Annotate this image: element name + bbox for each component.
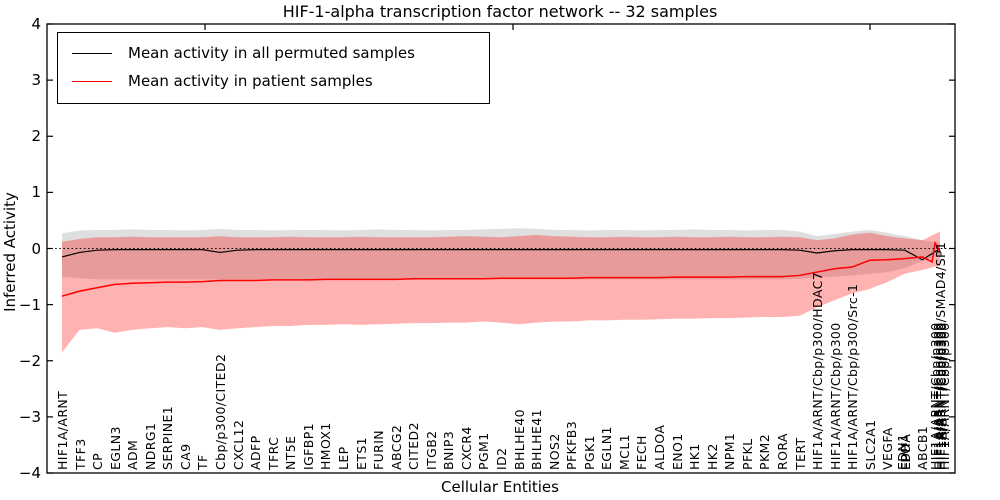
x-tick-label: FURIN — [371, 429, 387, 470]
x-tick-label: PGM1 — [476, 432, 492, 470]
y-tick-label: 0 — [31, 239, 41, 258]
x-tick-label: ID2 — [494, 447, 509, 470]
y-tick-label: 3 — [31, 71, 41, 90]
x-tick-label: Cbp/p300/CITED2 — [213, 353, 229, 470]
y-tick-label: −2 — [18, 351, 41, 370]
x-tick-label: VEGFA — [880, 427, 896, 470]
x-tick-label: NPM1 — [722, 432, 738, 470]
x-tick-label: HK2 — [704, 443, 720, 470]
x-tick-label: MCL1 — [616, 433, 632, 470]
x-tick-label: HK1 — [687, 443, 703, 470]
x-tick-label: CA9 — [177, 443, 193, 470]
y-tick-label: 1 — [31, 183, 41, 202]
x-tick-label: NOS2 — [546, 433, 562, 470]
x-tick-label: ADFP — [248, 435, 264, 470]
x-tick-label: ADM — [125, 439, 141, 470]
x-tick-label: HIF1A/ARNT/Cbp/p300/HDAC7 — [810, 271, 826, 470]
x-tick-label: HIF1A/ARNT/Cbp/p300 — [827, 322, 843, 470]
legend-label: Mean activity in all permuted samples — [128, 44, 415, 62]
x-tick-label: NT5E — [283, 435, 299, 470]
x-tick-label: CXCR4 — [458, 426, 474, 470]
x-tick-label: FECH — [634, 435, 650, 470]
x-tick-label: CXCL12 — [230, 419, 246, 470]
x-tick-label: SERPINE1 — [160, 405, 176, 470]
x-tick-label: NDRG1 — [142, 422, 158, 470]
permuted-band — [62, 228, 940, 280]
x-tick-label: PFKFB3 — [564, 420, 580, 470]
x-tick-label: HIF1A/ARNT/Cbp/p300 — [936, 322, 952, 470]
x-tick-label: EGLN1 — [599, 426, 615, 470]
legend-item-patient: Mean activity in patient samples — [58, 67, 489, 95]
x-tick-label: PGK1 — [581, 435, 597, 470]
x-tick-label: TFRC — [265, 436, 281, 470]
x-tick-label: ABCG2 — [388, 424, 404, 470]
x-tick-label: TF — [195, 454, 211, 470]
y-tick-label: −4 — [18, 464, 41, 482]
x-tick-label: ITGB2 — [423, 430, 439, 470]
chart-title: HIF-1-alpha transcription factor network… — [282, 2, 718, 21]
y-axis-label: Inferred Activity — [1, 192, 19, 312]
patient-mean-line — [61, 240, 941, 297]
y-tick-label: −1 — [18, 295, 41, 314]
x-tick-label: HIF1A/ARNT/Cbp/p300/Src-1 — [845, 283, 861, 470]
patient-band — [62, 231, 940, 353]
x-tick-label: CP — [90, 452, 106, 470]
x-tick-label: LDHA — [898, 433, 914, 470]
permuted-line-sample — [72, 52, 112, 54]
x-tick-label: IGFBP1 — [300, 422, 316, 470]
x-tick-label: ETS1 — [353, 436, 369, 470]
y-tick-label: −3 — [18, 407, 41, 426]
x-tick-label: SLC2A1 — [862, 419, 878, 470]
legend-label: Mean activity in patient samples — [128, 72, 373, 90]
x-tick-label: PKM2 — [757, 433, 773, 470]
x-tick-label: ALDOA — [652, 424, 668, 470]
permuted-mean-line — [61, 247, 941, 261]
x-tick-label: BHLHE41 — [529, 409, 545, 470]
y-tick-label: 2 — [31, 127, 41, 146]
legend: Mean activity in all permuted samples Me… — [57, 32, 490, 104]
x-tick-label: ENO1 — [669, 433, 685, 470]
x-tick-label: LEP — [335, 446, 351, 470]
x-axis-label: Cellular Entities — [441, 478, 559, 496]
x-tick-label: CITED2 — [406, 422, 422, 470]
y-tick-label: 4 — [31, 15, 41, 33]
x-tick-label: RORA — [774, 433, 790, 470]
x-tick-label: BHLHE40 — [511, 409, 527, 470]
x-tick-label: TFF3 — [72, 438, 88, 470]
x-tick-label: TERT — [792, 437, 808, 470]
patient-line-sample — [72, 80, 112, 82]
x-tick-label: PFKL — [739, 438, 755, 471]
legend-item-permuted: Mean activity in all permuted samples — [58, 39, 489, 67]
x-tick-label: BNIP3 — [441, 430, 457, 470]
x-tick-label: HMOX1 — [318, 422, 334, 470]
x-tick-label: HIF1A/ARNT — [55, 390, 70, 470]
x-tick-label: EGLN3 — [107, 426, 123, 470]
